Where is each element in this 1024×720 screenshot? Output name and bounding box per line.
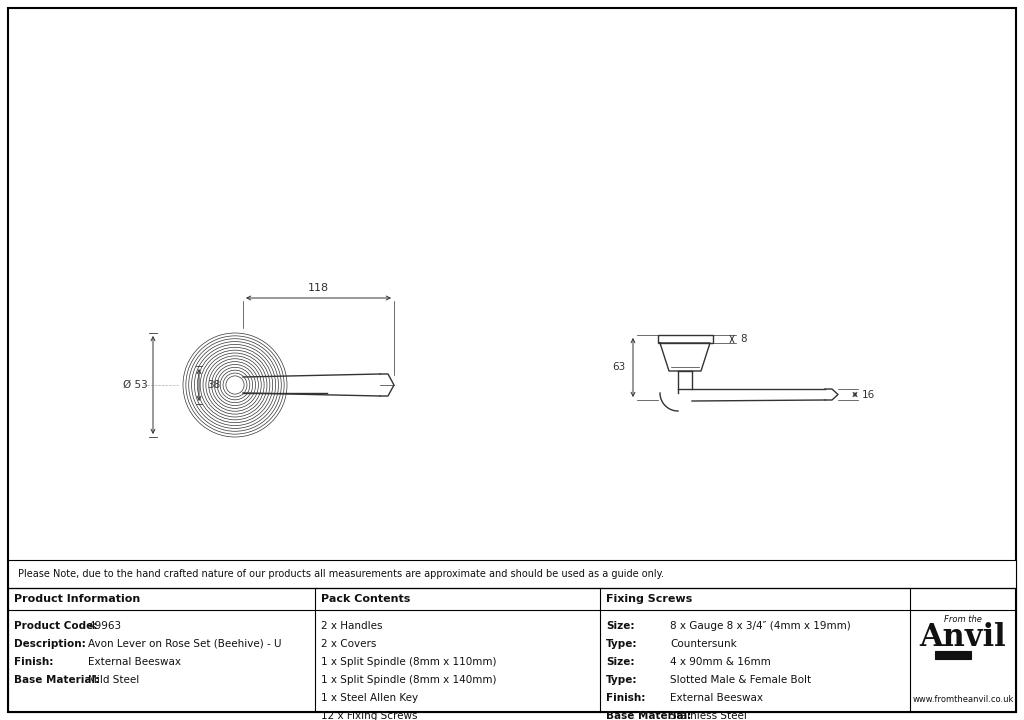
Text: Finish:: Finish: <box>14 657 53 667</box>
Text: 118: 118 <box>308 283 329 293</box>
FancyBboxPatch shape <box>935 651 971 659</box>
Text: Size:: Size: <box>606 621 635 631</box>
Text: Fixing Screws: Fixing Screws <box>606 594 692 604</box>
Bar <box>8 560 1016 588</box>
Text: External Beeswax: External Beeswax <box>88 657 181 667</box>
Text: 49963: 49963 <box>88 621 121 631</box>
Text: Pack Contents: Pack Contents <box>321 594 411 604</box>
Text: Description:: Description: <box>14 639 86 649</box>
Text: www.fromtheanvil.co.uk: www.fromtheanvil.co.uk <box>912 696 1014 704</box>
Text: 1 x Steel Allen Key: 1 x Steel Allen Key <box>321 693 418 703</box>
Text: Size:: Size: <box>606 657 635 667</box>
Text: Mild Steel: Mild Steel <box>88 675 139 685</box>
Text: Stainless Steel: Stainless Steel <box>670 711 746 720</box>
Text: Please Note, due to the hand crafted nature of our products all measurements are: Please Note, due to the hand crafted nat… <box>18 569 664 579</box>
Text: 16: 16 <box>861 390 874 400</box>
Text: 2 x Covers: 2 x Covers <box>321 639 377 649</box>
Text: Type:: Type: <box>606 639 638 649</box>
Text: 4 x 90mm & 16mm: 4 x 90mm & 16mm <box>670 657 771 667</box>
Bar <box>8 588 1016 712</box>
Text: Avon Lever on Rose Set (Beehive) - U: Avon Lever on Rose Set (Beehive) - U <box>88 639 282 649</box>
Text: Base Material:: Base Material: <box>14 675 99 685</box>
Text: 8 x Gauge 8 x 3/4″ (4mm x 19mm): 8 x Gauge 8 x 3/4″ (4mm x 19mm) <box>670 621 851 631</box>
Text: 63: 63 <box>612 362 626 372</box>
Text: Type:: Type: <box>606 675 638 685</box>
Text: Product Code:: Product Code: <box>14 621 97 631</box>
Text: Ø 53: Ø 53 <box>123 380 147 390</box>
Text: 8: 8 <box>740 334 748 344</box>
Text: From the: From the <box>944 614 982 624</box>
Text: 1 x Split Spindle (8mm x 140mm): 1 x Split Spindle (8mm x 140mm) <box>321 675 497 685</box>
Text: Product Information: Product Information <box>14 594 140 604</box>
Text: External Beeswax: External Beeswax <box>670 693 763 703</box>
Text: 1 x Split Spindle (8mm x 110mm): 1 x Split Spindle (8mm x 110mm) <box>321 657 497 667</box>
Text: Countersunk: Countersunk <box>670 639 736 649</box>
Text: 2 x Handles: 2 x Handles <box>321 621 383 631</box>
Text: Base Material:: Base Material: <box>606 711 691 720</box>
Bar <box>658 335 713 343</box>
Text: 38: 38 <box>208 380 220 390</box>
Text: 12 x Fixing Screws: 12 x Fixing Screws <box>321 711 418 720</box>
Text: Anvil: Anvil <box>920 621 1007 652</box>
Text: Finish:: Finish: <box>606 693 645 703</box>
Text: Slotted Male & Female Bolt: Slotted Male & Female Bolt <box>670 675 811 685</box>
